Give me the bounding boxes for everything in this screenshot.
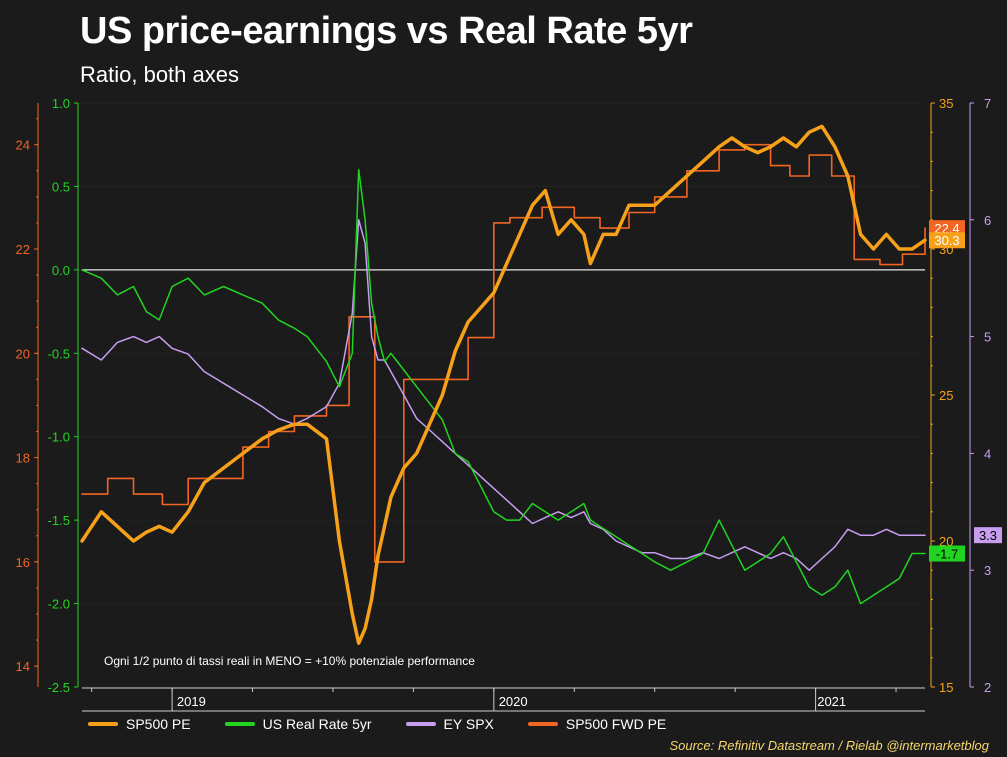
chart-title: US price-earnings vs Real Rate 5yr: [80, 10, 693, 52]
series-line-sp500-fwd-pe: [81, 143, 926, 563]
tick-label-fwd-pe: 20: [16, 346, 30, 361]
tick-label-real-rate: -2.0: [48, 597, 70, 612]
tick-label-real-rate: 0.5: [52, 179, 70, 194]
legend-item-fwd-pe: SP500 FWD PE: [527, 716, 667, 732]
tick-label-real-rate: 1.0: [52, 96, 70, 111]
legend-swatch: [88, 722, 118, 726]
tick-label-real-rate: -0.5: [48, 346, 70, 361]
tick-label-ey: 3: [984, 563, 991, 578]
tick-label-real-rate: -1.5: [48, 513, 70, 528]
end-label-box: [929, 545, 965, 562]
chart-legend: SP500 PE US Real Rate 5yr EY SPX SP500 F…: [88, 716, 700, 732]
tick-label-fwd-pe: 24: [16, 138, 30, 153]
end-label-box: [929, 232, 965, 249]
legend-label: SP500 PE: [126, 716, 191, 732]
source-note: Source: Refinitiv Datastream / Rielab @i…: [669, 738, 989, 753]
legend-item-sp500-pe: SP500 PE: [88, 716, 191, 732]
series-line-ey-spx: [81, 219, 926, 571]
x-tick-label: 2020: [499, 694, 528, 709]
tick-label-ey: 7: [984, 96, 991, 111]
tick-label-pe: 15: [939, 680, 953, 695]
legend-label: US Real Rate 5yr: [262, 716, 372, 732]
end-label-text: 30.3: [934, 233, 959, 248]
legend-swatch: [527, 722, 558, 726]
tick-label-fwd-pe: 22: [16, 242, 30, 257]
tick-label-fwd-pe: 18: [16, 451, 30, 466]
tick-label-pe: 35: [939, 96, 953, 111]
legend-item-ey-spx: EY SPX: [405, 716, 494, 732]
end-label-text: 3.3: [979, 528, 997, 543]
tick-label-real-rate: -2.5: [48, 680, 70, 695]
end-label-box: [974, 527, 1002, 544]
series-line-sp500-pe: [80, 124, 927, 645]
chart-subtitle: Ratio, both axes: [80, 62, 239, 87]
tick-label-fwd-pe: 16: [16, 555, 30, 570]
tick-label-ey: 5: [984, 330, 991, 345]
tick-label-pe: 20: [939, 534, 953, 549]
tick-label-real-rate: -1.0: [48, 430, 70, 445]
plot-area: [82, 103, 925, 687]
tick-label-pe: 25: [939, 388, 953, 403]
legend-label: EY SPX: [443, 716, 494, 732]
end-label-text: -1.7: [936, 547, 958, 562]
legend-item-real-rate: US Real Rate 5yr: [224, 716, 372, 732]
tick-label-ey: 6: [984, 213, 991, 228]
tick-label-ey: 4: [984, 446, 991, 461]
x-tick-label: 2021: [817, 694, 846, 709]
tick-label-fwd-pe: 14: [16, 659, 30, 674]
chart-annotation: Ogni 1/2 punto di tassi reali in MENO = …: [104, 654, 475, 668]
legend-swatch: [224, 722, 255, 726]
series-line-us-real-rate-5yr: [81, 168, 926, 605]
x-tick-label: 2019: [177, 694, 206, 709]
tick-label-ey: 2: [984, 680, 991, 695]
legend-swatch: [405, 722, 436, 726]
legend-label: SP500 FWD PE: [565, 716, 667, 732]
tick-label-real-rate: 0.0: [52, 263, 70, 278]
end-label-box: [929, 220, 965, 237]
